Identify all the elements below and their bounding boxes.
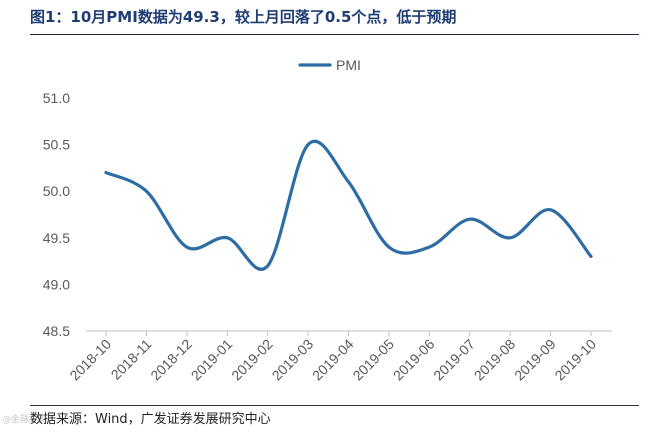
y-tick-label: 49.0 bbox=[43, 276, 70, 292]
x-axis: 2018-102018-112018-122019-012019-022019-… bbox=[66, 330, 612, 384]
x-tick-label: 2019-05 bbox=[349, 336, 397, 384]
y-tick-label: 49.5 bbox=[43, 230, 70, 246]
x-tick-label: 2019-01 bbox=[188, 336, 236, 384]
x-tick-label: 2019-09 bbox=[511, 336, 559, 384]
title-divider bbox=[30, 34, 639, 35]
y-tick-label: 48.5 bbox=[43, 323, 70, 339]
x-tick-label: 2019-07 bbox=[430, 336, 478, 384]
x-tick-label: 2019-03 bbox=[269, 336, 317, 384]
y-axis: 48.5 49.0 49.5 50.0 50.5 51.0 bbox=[43, 90, 70, 339]
x-tick-label: 2019-08 bbox=[471, 336, 519, 384]
y-tick-label: 51.0 bbox=[43, 90, 70, 106]
source-note: 数据来源：Wind，广发证券发展研究中心 bbox=[30, 412, 271, 427]
x-tick-label: 2019-10 bbox=[551, 336, 599, 384]
x-tick-label: 2019-04 bbox=[309, 336, 357, 384]
x-tick-label: 2018-10 bbox=[66, 336, 114, 384]
x-tick-label: 2018-12 bbox=[147, 336, 195, 384]
chart-legend: PMI bbox=[298, 57, 361, 73]
legend-label: PMI bbox=[336, 57, 361, 73]
series-layer bbox=[104, 140, 593, 271]
x-tick-label: 2018-11 bbox=[108, 336, 155, 383]
y-tick-label: 50.0 bbox=[43, 183, 70, 199]
chart-title: 图1：10月PMI数据为49.3，较上月回落了0.5个点，低于预期 bbox=[30, 8, 457, 26]
footer-divider bbox=[30, 405, 639, 406]
x-tick-label: 2019-02 bbox=[228, 336, 276, 384]
series-line-pmi bbox=[104, 140, 593, 271]
watermark: @金融投资 bbox=[2, 415, 48, 425]
x-tick-label: 2019-06 bbox=[390, 336, 438, 384]
y-tick-label: 50.5 bbox=[43, 137, 70, 153]
